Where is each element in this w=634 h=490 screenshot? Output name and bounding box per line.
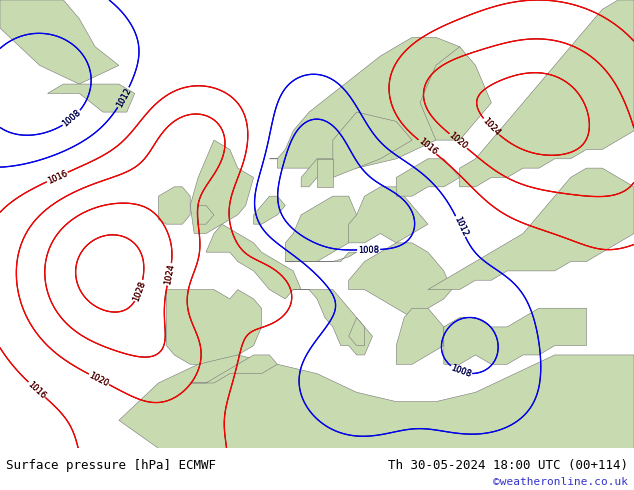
Text: 1020: 1020 — [447, 131, 469, 151]
Text: 1008: 1008 — [358, 245, 379, 254]
Polygon shape — [301, 159, 333, 187]
Polygon shape — [420, 47, 491, 140]
Polygon shape — [190, 140, 254, 234]
Text: 1028: 1028 — [132, 279, 148, 302]
Polygon shape — [206, 224, 301, 299]
Polygon shape — [428, 168, 634, 290]
Polygon shape — [349, 243, 451, 318]
Polygon shape — [396, 159, 460, 196]
Text: 1020: 1020 — [87, 370, 110, 388]
Text: 1016: 1016 — [417, 137, 439, 157]
Polygon shape — [119, 355, 634, 448]
Text: 1016: 1016 — [26, 379, 48, 400]
Text: 1008: 1008 — [450, 364, 472, 379]
Text: 1012: 1012 — [115, 86, 133, 109]
Polygon shape — [285, 252, 356, 262]
Text: 1024: 1024 — [163, 263, 176, 286]
Text: 1012: 1012 — [452, 215, 469, 238]
Polygon shape — [293, 290, 373, 355]
Text: 1016: 1016 — [26, 379, 48, 400]
Text: 1012: 1012 — [452, 215, 469, 238]
Text: ©weatheronline.co.uk: ©weatheronline.co.uk — [493, 477, 628, 487]
Text: 1012: 1012 — [115, 86, 133, 109]
Polygon shape — [48, 84, 134, 112]
Text: 1024: 1024 — [163, 263, 176, 286]
Polygon shape — [460, 0, 634, 187]
Polygon shape — [190, 355, 278, 383]
Text: 1020: 1020 — [87, 370, 110, 388]
Polygon shape — [198, 205, 214, 224]
Text: 1008: 1008 — [358, 245, 379, 254]
Polygon shape — [269, 37, 476, 168]
Polygon shape — [158, 187, 190, 224]
Text: Surface pressure [hPa] ECMWF: Surface pressure [hPa] ECMWF — [6, 459, 216, 471]
Polygon shape — [349, 318, 365, 345]
Polygon shape — [285, 196, 356, 262]
Text: 1016: 1016 — [46, 169, 68, 185]
Text: 1024: 1024 — [481, 116, 501, 138]
Polygon shape — [349, 187, 428, 243]
Polygon shape — [396, 308, 444, 364]
Text: 1024: 1024 — [481, 116, 501, 138]
Text: 1016: 1016 — [417, 137, 439, 157]
Text: 1020: 1020 — [447, 131, 469, 151]
Polygon shape — [254, 196, 285, 224]
Text: Th 30-05-2024 18:00 UTC (00+114): Th 30-05-2024 18:00 UTC (00+114) — [387, 459, 628, 471]
Polygon shape — [0, 0, 119, 84]
Text: 1008: 1008 — [61, 108, 83, 129]
Polygon shape — [317, 159, 333, 187]
Text: 1008: 1008 — [61, 108, 83, 129]
Text: 1008: 1008 — [450, 364, 472, 379]
Text: 1028: 1028 — [132, 279, 148, 302]
Polygon shape — [166, 290, 261, 364]
Text: 1016: 1016 — [46, 169, 68, 185]
Polygon shape — [444, 308, 586, 364]
Polygon shape — [333, 112, 412, 177]
